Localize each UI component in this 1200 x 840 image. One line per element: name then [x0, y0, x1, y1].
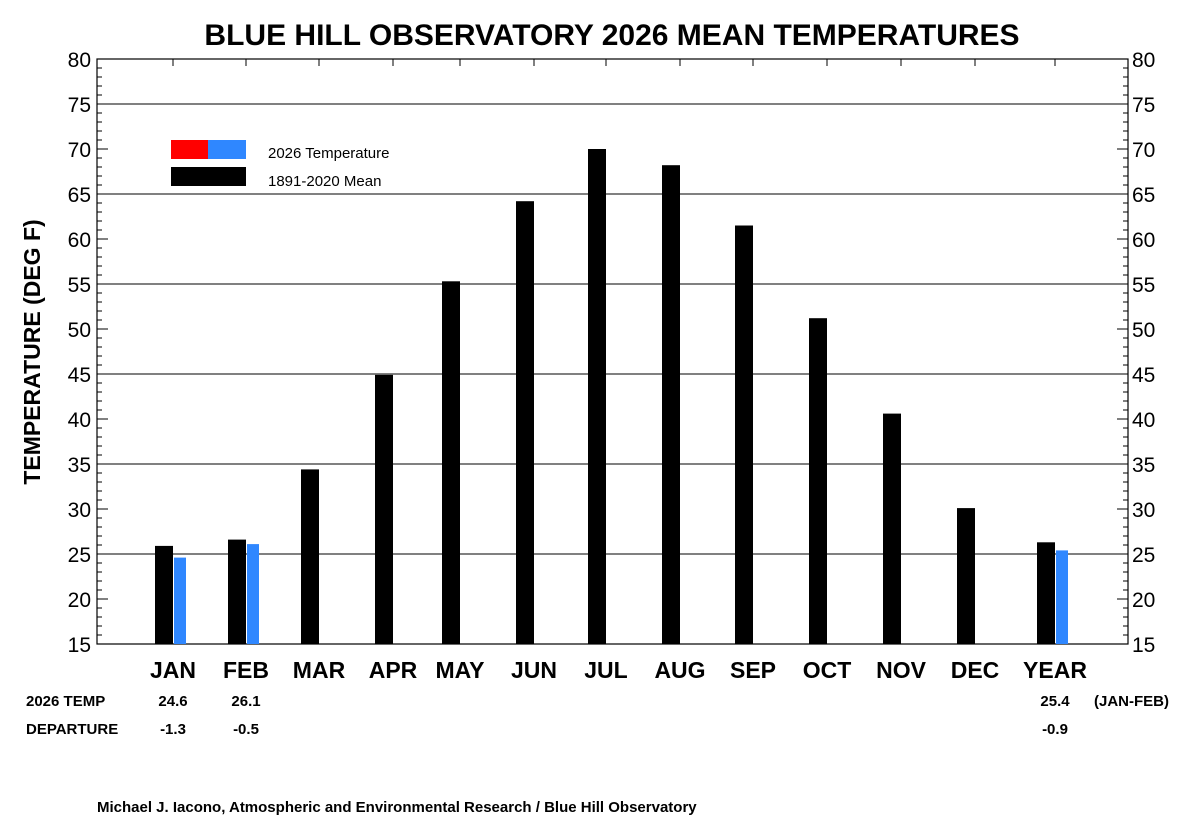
ytick-label-left-20: 20	[68, 589, 91, 612]
ytick-label-right-25: 25	[1132, 544, 1155, 567]
ytick-label-right-45: 45	[1132, 364, 1155, 387]
ytick-label-left-65: 65	[68, 184, 91, 207]
bar-mean-MAY	[442, 281, 460, 644]
xtick-label-JUN: JUN	[511, 657, 557, 683]
xtick-label-MAY: MAY	[436, 657, 485, 683]
xtick-label-OCT: OCT	[803, 657, 852, 683]
ytick-label-right-65: 65	[1132, 184, 1155, 207]
ytick-label-right-30: 30	[1132, 499, 1155, 522]
bar-2026-FEB	[247, 544, 259, 644]
ytick-label-left-70: 70	[68, 139, 91, 162]
ytick-label-left-80: 80	[68, 49, 91, 72]
plot-frame	[96, 58, 1129, 645]
ytick-label-right-15: 15	[1132, 634, 1155, 657]
chart-title: BLUE HILL OBSERVATORY 2026 MEAN TEMPERAT…	[204, 19, 1019, 52]
xtick-label-YEAR: YEAR	[1023, 657, 1087, 683]
bar-2026-JAN	[174, 557, 186, 644]
ytick-label-left-75: 75	[68, 94, 91, 117]
bar-mean-JUL	[588, 149, 606, 644]
table-temp-label: 2026 TEMP	[26, 693, 105, 710]
ytick-label-right-70: 70	[1132, 139, 1155, 162]
table-period-note: (JAN-FEB)	[1094, 693, 1169, 710]
ytick-label-left-50: 50	[68, 319, 91, 342]
legend-label-mean: 1891-2020 Mean	[268, 173, 381, 190]
xtick-label-APR: APR	[369, 657, 418, 683]
ytick-label-left-55: 55	[68, 274, 91, 297]
xtick-label-JUL: JUL	[584, 657, 627, 683]
xtick-label-JAN: JAN	[150, 657, 196, 683]
table-temp-YEAR: 25.4	[1040, 693, 1070, 710]
table-temp-FEB: 26.1	[231, 693, 260, 710]
bar-mean-JUN	[516, 201, 534, 644]
bar-mean-FEB	[228, 539, 246, 644]
bar-mean-AUG	[662, 165, 680, 644]
legend-swatch-mean	[171, 167, 246, 186]
ytick-label-right-55: 55	[1132, 274, 1155, 297]
bar-mean-YEAR	[1037, 542, 1055, 644]
table-temp-JAN: 24.6	[158, 693, 187, 710]
ytick-label-left-30: 30	[68, 499, 91, 522]
legend-swatch-2026-red	[171, 140, 208, 159]
ytick-label-right-20: 20	[1132, 589, 1155, 612]
bar-mean-MAR	[301, 469, 319, 644]
ytick-label-left-60: 60	[68, 229, 91, 252]
table-departure-JAN: -1.3	[160, 721, 186, 738]
xtick-label-NOV: NOV	[876, 657, 927, 683]
ytick-label-left-25: 25	[68, 544, 91, 567]
table-departure-label: DEPARTURE	[26, 721, 118, 738]
ytick-label-left-35: 35	[68, 454, 91, 477]
ytick-label-left-40: 40	[68, 409, 91, 432]
credit-text: Michael J. Iacono, Atmospheric and Envir…	[97, 799, 697, 816]
xtick-label-FEB: FEB	[223, 657, 269, 683]
bar-mean-OCT	[809, 318, 827, 644]
bar-mean-SEP	[735, 225, 753, 644]
bar-mean-APR	[375, 374, 393, 644]
ytick-label-right-60: 60	[1132, 229, 1155, 252]
bar-2026-YEAR	[1056, 550, 1068, 644]
legend-swatch-2026-blue	[208, 140, 246, 159]
bar-mean-DEC	[957, 508, 975, 644]
table-departure-YEAR: -0.9	[1042, 721, 1068, 738]
y-axis-label: TEMPERATURE (DEG F)	[19, 219, 45, 484]
xtick-label-DEC: DEC	[951, 657, 1000, 683]
ytick-label-left-45: 45	[68, 364, 91, 387]
ytick-label-right-80: 80	[1132, 49, 1155, 72]
ytick-label-left-15: 15	[68, 634, 91, 657]
xtick-label-SEP: SEP	[730, 657, 776, 683]
bar-mean-NOV	[883, 413, 901, 644]
xtick-label-MAR: MAR	[293, 657, 346, 683]
table-departure-FEB: -0.5	[233, 721, 259, 738]
ytick-label-right-35: 35	[1132, 454, 1155, 477]
legend-label-2026: 2026 Temperature	[268, 145, 389, 162]
ytick-label-right-40: 40	[1132, 409, 1155, 432]
bar-mean-JAN	[155, 545, 173, 644]
xtick-label-AUG: AUG	[654, 657, 705, 683]
ytick-label-right-50: 50	[1132, 319, 1155, 342]
ytick-label-right-75: 75	[1132, 94, 1155, 117]
